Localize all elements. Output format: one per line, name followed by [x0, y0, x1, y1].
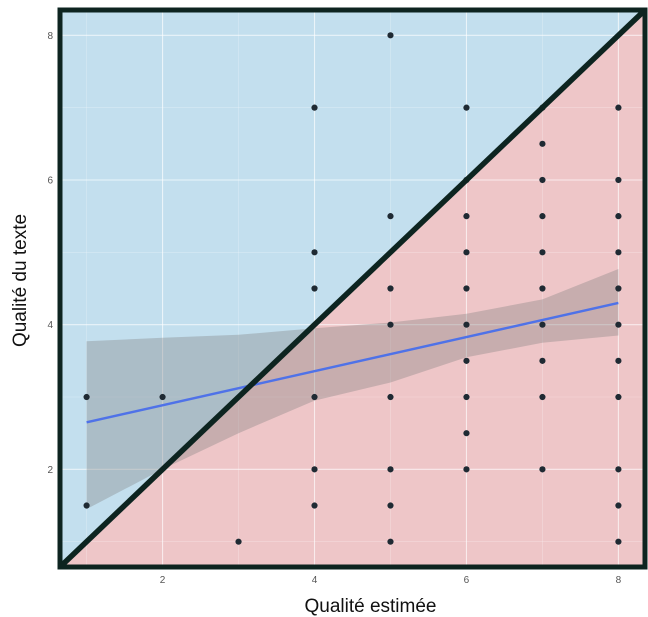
data-point — [463, 249, 470, 256]
data-point — [615, 393, 622, 401]
data-point — [311, 249, 318, 256]
y-tick-label: 4 — [47, 320, 53, 331]
data-point — [615, 213, 622, 220]
y-tick-label: 8 — [47, 31, 53, 42]
data-point — [615, 538, 622, 545]
y-axis-title: Qualité du texte — [10, 214, 31, 347]
data-point — [463, 357, 470, 364]
data-point — [311, 466, 318, 473]
data-point — [463, 393, 470, 401]
data-point — [615, 466, 622, 473]
data-point — [83, 502, 90, 509]
data-point — [539, 213, 546, 220]
data-point — [387, 393, 394, 401]
data-point — [539, 321, 546, 328]
data-point — [615, 176, 622, 184]
data-point — [387, 285, 394, 292]
data-point — [83, 393, 90, 401]
data-point — [539, 140, 546, 147]
data-point — [539, 176, 546, 184]
plot-frame — [57, 7, 648, 570]
data-point — [615, 249, 622, 256]
data-point — [539, 249, 546, 256]
data-point — [463, 213, 470, 220]
data-point — [539, 357, 546, 364]
data-point — [311, 104, 318, 111]
x-tick-label: 6 — [464, 575, 470, 586]
data-point — [311, 393, 318, 401]
data-point — [463, 285, 470, 292]
x-axis-title: Qualité estimée — [304, 596, 436, 617]
data-point — [463, 430, 470, 437]
x-tick-label: 4 — [312, 575, 318, 586]
regression-line — [86, 301, 619, 424]
data-point — [615, 321, 622, 328]
data-point — [615, 104, 622, 111]
data-point — [387, 32, 394, 39]
confidence-band — [86, 269, 619, 510]
diagonal-line — [58, 8, 647, 569]
data-point — [615, 357, 622, 364]
data-point — [387, 213, 394, 220]
x-axis-ticks: 2 4 6 8 — [160, 575, 622, 586]
data-point — [311, 502, 318, 509]
y-tick-label: 6 — [47, 175, 53, 186]
data-point — [235, 538, 242, 545]
data-point — [539, 393, 546, 401]
data-point — [539, 466, 546, 473]
y-tick-label: 2 — [47, 465, 53, 476]
x-tick-label: 2 — [160, 575, 166, 586]
data-point — [539, 285, 546, 292]
data-point — [387, 321, 394, 328]
data-point — [463, 321, 470, 328]
data-point — [463, 104, 470, 111]
data-point — [463, 466, 470, 473]
data-point — [311, 285, 318, 292]
data-point — [387, 502, 394, 509]
y-axis-ticks: 2 4 6 8 — [47, 31, 53, 476]
data-point — [387, 538, 394, 545]
x-tick-label: 8 — [616, 575, 622, 586]
data-point — [615, 502, 622, 509]
data-points — [83, 32, 622, 545]
data-point — [159, 393, 166, 401]
data-point — [615, 285, 622, 292]
data-point — [387, 466, 394, 473]
